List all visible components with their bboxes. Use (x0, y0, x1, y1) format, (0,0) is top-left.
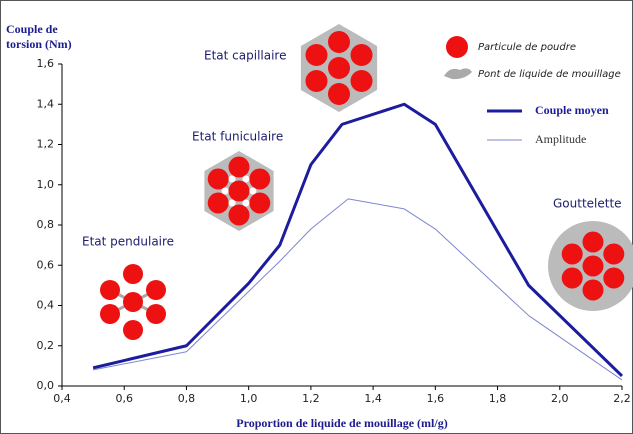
x-tick-label: 0,8 (178, 392, 196, 405)
legend-label: Couple moyen (535, 103, 609, 117)
particle-legend-icon (446, 36, 468, 58)
pore (228, 175, 236, 183)
y-tick-label: 0,2 (37, 339, 55, 352)
particle (582, 231, 604, 253)
series-line (93, 198, 623, 381)
y-tick-label: 1,6 (37, 57, 55, 70)
particle (146, 304, 166, 324)
particle (146, 280, 166, 300)
particle (561, 267, 583, 289)
particle (305, 44, 328, 66)
x-tick-label: 1,4 (364, 392, 382, 405)
x-tick-label: 1,0 (240, 392, 258, 405)
annotation: Gouttelette (553, 197, 622, 211)
particle (123, 320, 143, 340)
particle (249, 192, 271, 214)
pore (249, 187, 257, 195)
particle (123, 264, 143, 284)
particle (207, 192, 229, 214)
x-tick-label: 1,6 (427, 392, 445, 405)
particle (100, 304, 120, 324)
y-tick-label: 1,4 (37, 97, 55, 110)
particle (561, 243, 583, 265)
y-axis-title: Couple de torsion (Nm) (6, 22, 72, 51)
illustration-legend-label: Pont de liquide de mouillage (478, 69, 621, 80)
particle (350, 44, 373, 66)
pore (242, 199, 250, 207)
particle (228, 180, 250, 202)
annotation: Etat capillaire (204, 49, 286, 63)
y-tick-label: 0,0 (37, 379, 55, 392)
annotation: Etat funiculaire (192, 130, 283, 144)
particle (207, 168, 229, 190)
particle (603, 243, 625, 265)
particle (123, 292, 143, 312)
particle (228, 156, 250, 178)
x-tick-label: 1,2 (302, 392, 320, 405)
particle (100, 280, 120, 300)
particle (228, 204, 250, 226)
illustration-legend-label: Particule de poudre (478, 42, 576, 53)
particle (305, 70, 328, 92)
bridge-legend-icon (444, 68, 472, 80)
y-tick-label: 0,4 (37, 299, 55, 312)
legend-label: Amplitude (535, 132, 586, 146)
particle (350, 70, 373, 92)
y-tick-label: 1,0 (37, 178, 55, 191)
pore (228, 199, 236, 207)
particle (328, 31, 350, 53)
particle (582, 255, 604, 277)
y-tick-label: 1,2 (37, 138, 55, 151)
x-tick-label: 2,2 (613, 392, 631, 405)
particle (582, 279, 604, 301)
pore (242, 175, 250, 183)
annotation: Etat pendulaire (82, 235, 174, 249)
x-axis-title: Proportion de liquide de mouillage (ml/g… (236, 416, 447, 430)
particle (328, 57, 350, 79)
particle (249, 168, 271, 190)
particle (328, 83, 350, 105)
y-tick-label: 0,6 (37, 258, 55, 271)
illustrations (100, 24, 633, 340)
series-line (92, 102, 624, 378)
x-tick-label: 2,0 (551, 392, 569, 405)
y-tick-label: 0,8 (37, 218, 55, 231)
particle (603, 267, 625, 289)
x-tick-label: 0,4 (53, 392, 71, 405)
x-tick-label: 1,8 (489, 392, 507, 405)
x-tick-label: 0,6 (115, 392, 133, 405)
pore (221, 187, 229, 195)
